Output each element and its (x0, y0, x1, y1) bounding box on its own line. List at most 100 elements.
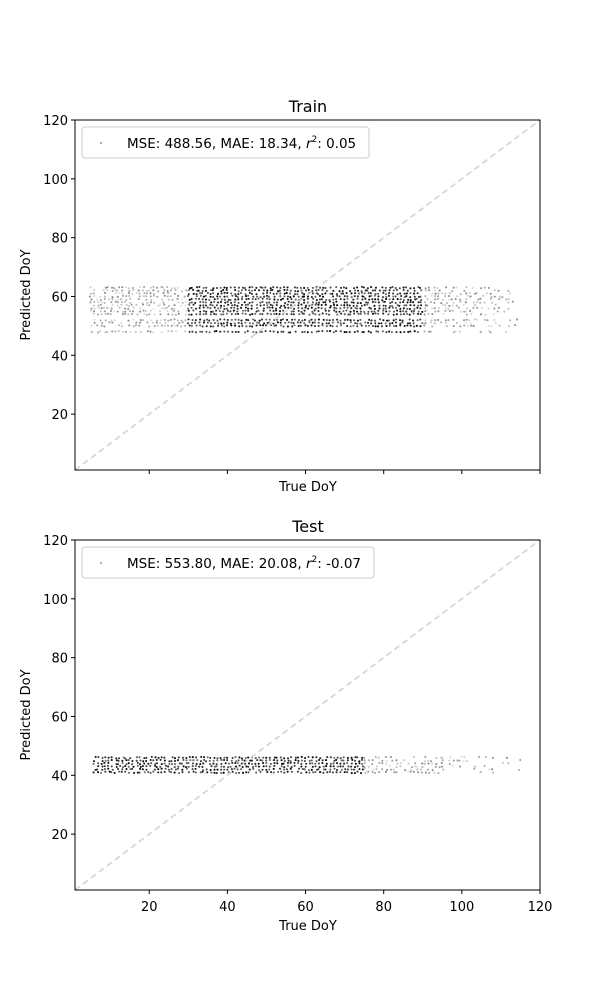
train-point (283, 286, 286, 289)
train-point (387, 319, 390, 322)
test-point (283, 766, 286, 769)
train-point (103, 310, 106, 313)
test-point (212, 759, 215, 762)
train-point (356, 330, 359, 333)
test-point (136, 764, 139, 767)
test-point (117, 768, 120, 771)
test-point (276, 759, 279, 762)
train-point (167, 319, 170, 322)
train-point (322, 301, 325, 304)
train-point (343, 295, 346, 298)
test-point (101, 756, 104, 759)
train-point (129, 330, 132, 333)
train-point (275, 303, 278, 307)
train-point (199, 330, 202, 333)
test-point (138, 756, 141, 759)
train-point (255, 307, 259, 310)
train-point (321, 330, 324, 333)
train-point (184, 324, 187, 327)
train-point (454, 298, 457, 301)
train-point (226, 330, 229, 333)
train-point (374, 312, 377, 315)
train-point (127, 287, 130, 290)
train-point (286, 303, 289, 306)
test-point (125, 759, 128, 762)
train-point (318, 298, 322, 301)
test-point (238, 771, 241, 774)
train-point (272, 309, 275, 313)
test-point (131, 767, 134, 770)
train-point (317, 330, 320, 333)
train-point (471, 286, 474, 289)
train-point (219, 286, 222, 289)
train-point (229, 322, 232, 325)
train-point (181, 301, 184, 304)
train-point (139, 319, 142, 322)
train-point (310, 324, 313, 327)
train-point (287, 300, 290, 303)
train-point (352, 309, 355, 312)
train-point (97, 306, 100, 310)
test-point (318, 766, 321, 769)
train-point (227, 298, 230, 301)
train-point (118, 286, 121, 289)
train-point (88, 295, 91, 298)
train-point (264, 330, 267, 333)
test-point (353, 771, 356, 775)
test-point (240, 762, 243, 765)
test-point (415, 765, 419, 768)
train-point (279, 321, 282, 324)
test-point (202, 756, 206, 759)
test-point (435, 756, 438, 760)
train-point (292, 301, 295, 304)
train-point (490, 301, 494, 304)
train-point (118, 291, 121, 294)
train-point (99, 303, 102, 306)
train-point (279, 319, 283, 322)
train-point (382, 312, 385, 315)
train-point (296, 286, 299, 289)
train-point (482, 294, 485, 297)
train-point (311, 292, 314, 295)
train-point (364, 297, 367, 300)
train-point (237, 312, 240, 315)
train-point (437, 306, 440, 310)
test-point (139, 763, 142, 766)
train-point (392, 298, 395, 301)
test-point (407, 770, 410, 773)
test-point (296, 762, 300, 765)
train-point (191, 318, 194, 322)
train-point (218, 310, 221, 313)
test-point (427, 762, 430, 765)
train-point (451, 290, 454, 293)
train-point (286, 325, 289, 328)
train-point (102, 288, 105, 292)
train-point (388, 289, 391, 292)
train-point (391, 306, 395, 309)
train-point (279, 295, 282, 298)
train-point (464, 301, 467, 304)
train-point (167, 292, 170, 295)
test-point (441, 759, 444, 762)
train-point (226, 321, 229, 324)
train-point (246, 303, 250, 306)
train-point (247, 319, 250, 322)
train-point (243, 286, 246, 290)
train-point (291, 325, 294, 328)
test-point (427, 759, 430, 762)
test-x-tick-label: 60 (297, 900, 314, 915)
train-point (223, 330, 226, 333)
test-point (389, 755, 393, 759)
train-point (148, 325, 151, 328)
train-point (498, 297, 501, 301)
test-point (335, 768, 339, 772)
train-point (281, 318, 285, 321)
test-point (176, 759, 180, 762)
test-point (97, 755, 100, 759)
train-point (123, 307, 127, 310)
train-point (462, 303, 465, 307)
train-point (209, 325, 212, 328)
train-point (223, 291, 226, 294)
train-point (261, 312, 264, 316)
train-point (306, 297, 309, 300)
